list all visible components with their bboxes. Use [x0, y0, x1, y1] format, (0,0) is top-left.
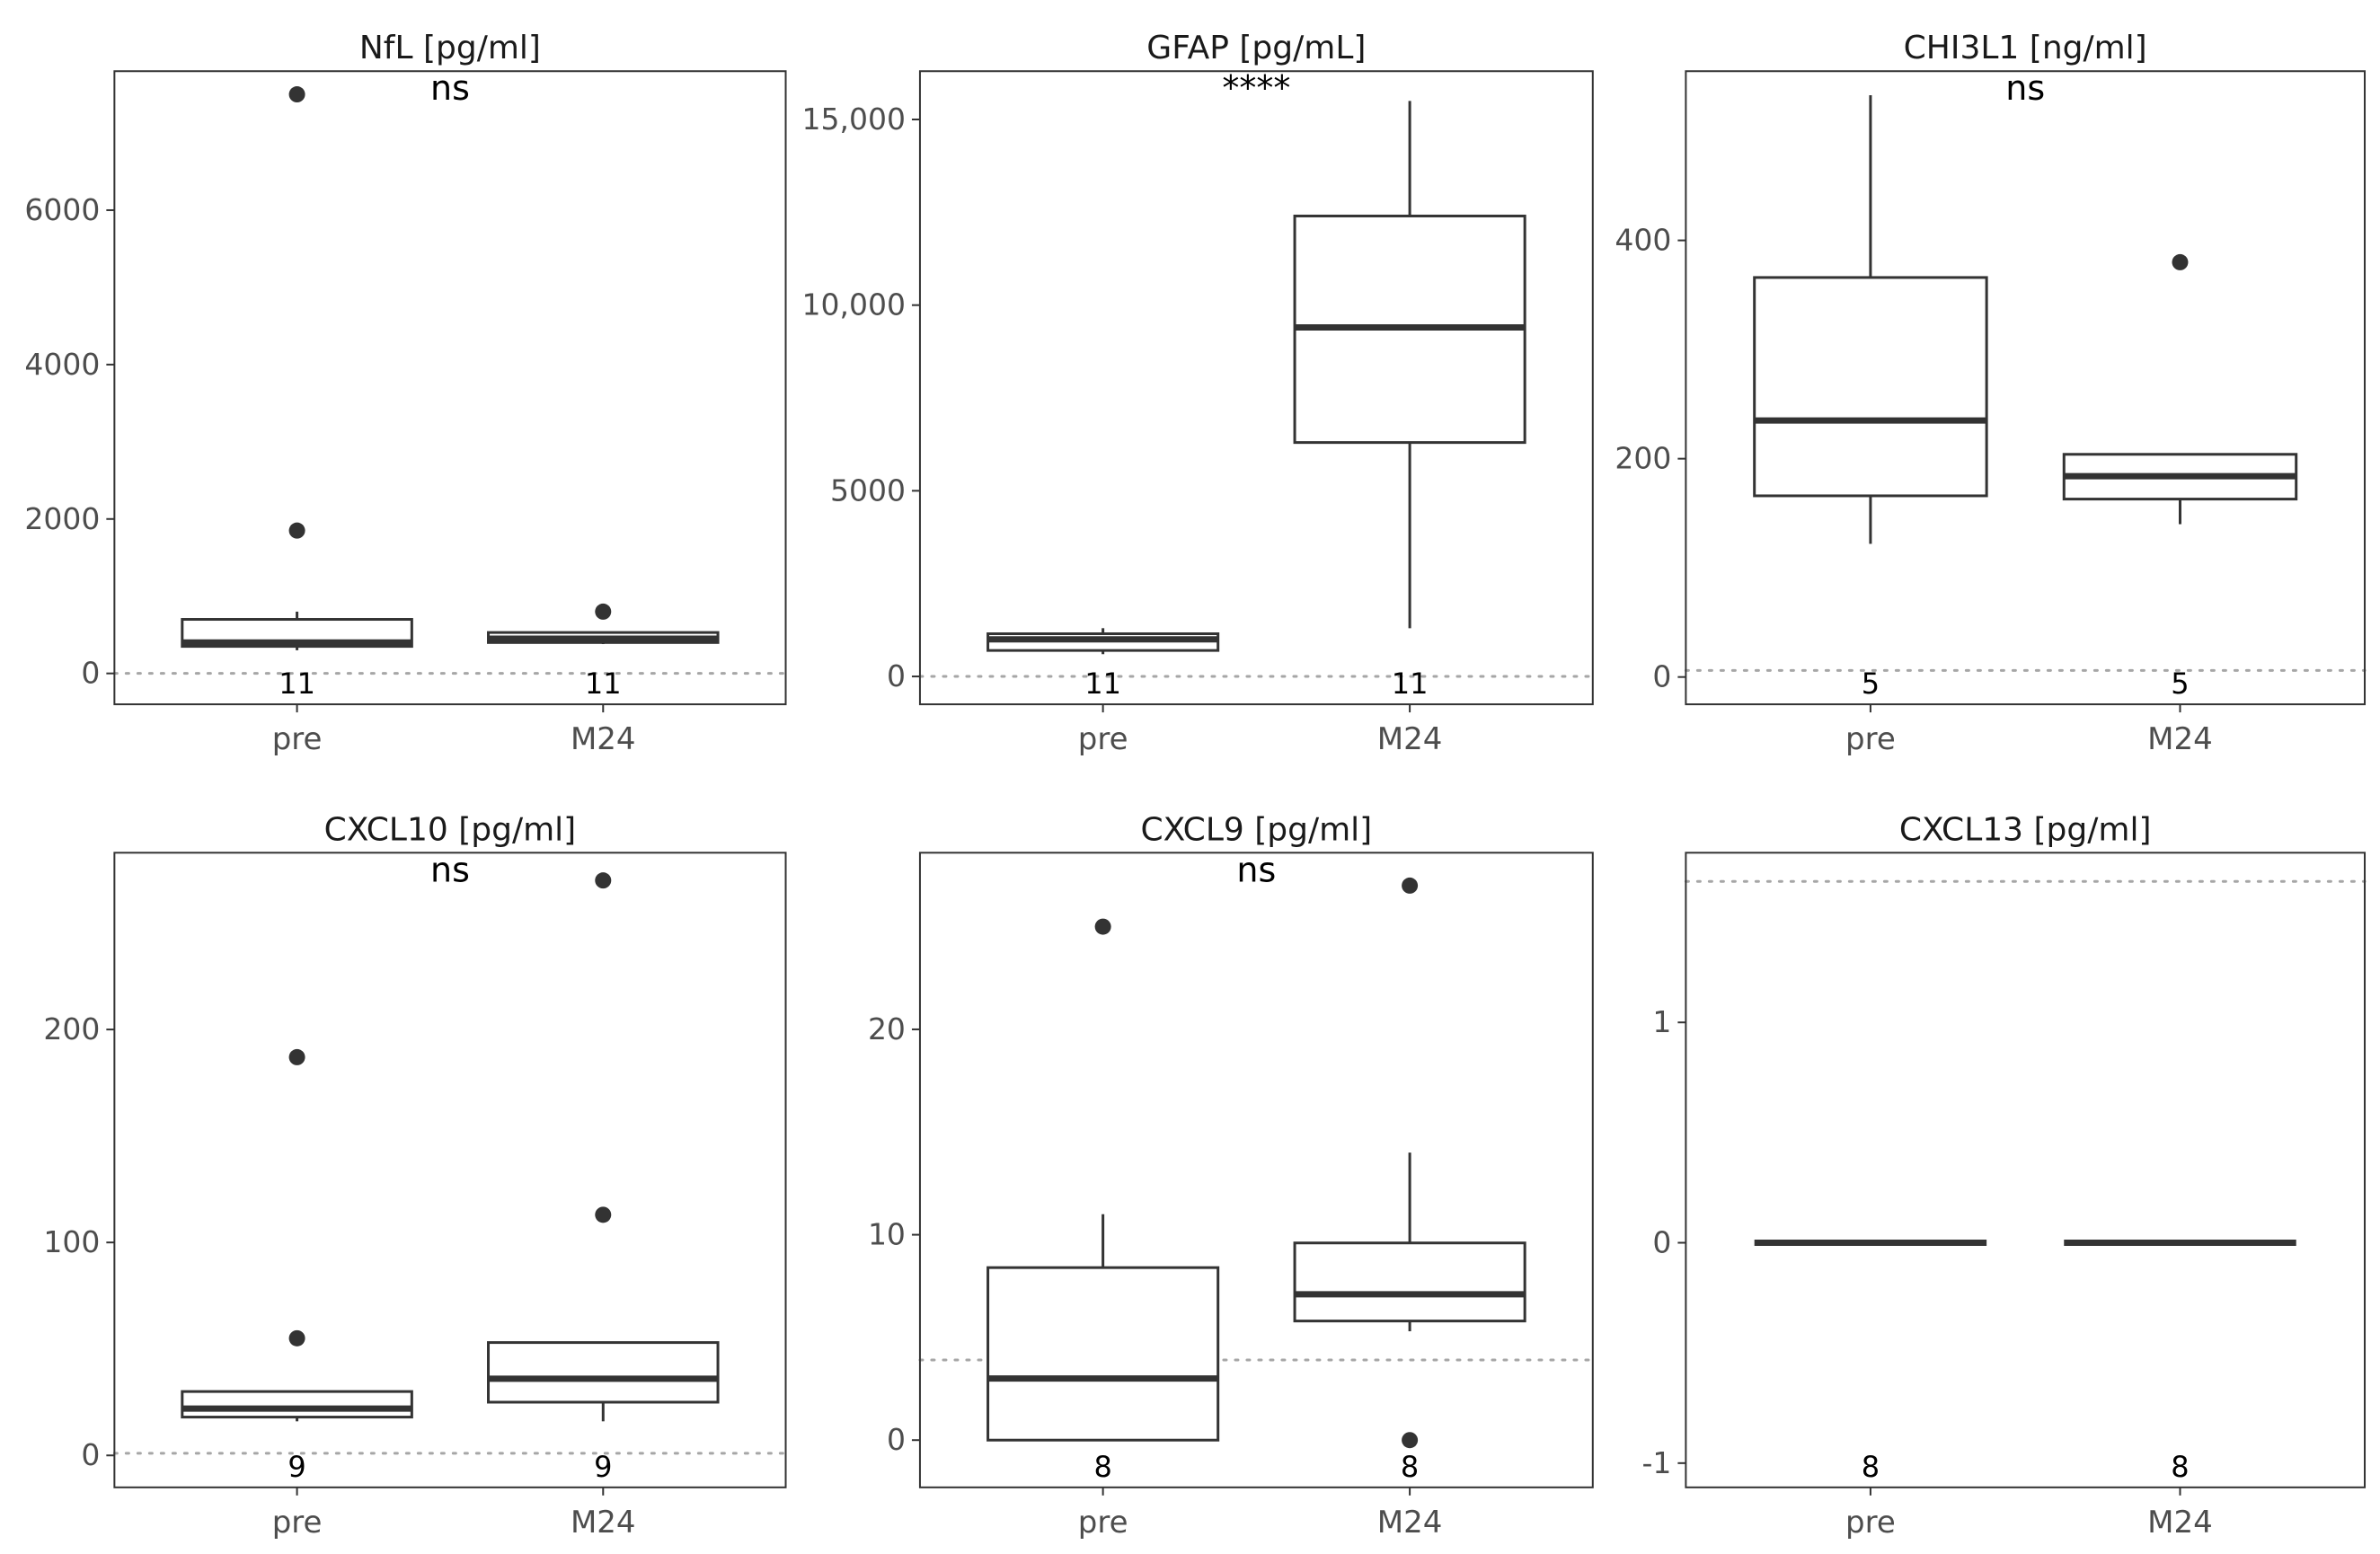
y-tick-label: 20 [868, 1011, 906, 1046]
outlier-point [288, 1329, 305, 1347]
x-tick-label: M24 [571, 721, 636, 757]
y-tick-label: 4000 [24, 347, 100, 382]
outlier-point [1402, 1432, 1419, 1449]
y-tick-label: 200 [1615, 441, 1671, 476]
y-tick-label: 0 [887, 658, 906, 693]
n-label: 11 [1084, 667, 1121, 701]
panel-2: GFAP [pg/mL] 0 5000 10,000 15,000 **** 11 11 pre… [801, 30, 1595, 757]
x-tick-label: pre [272, 721, 323, 757]
box-iqr [487, 1341, 720, 1404]
box-iqr [181, 1390, 413, 1419]
y-tick-label: 6000 [24, 192, 100, 227]
box-pre [181, 86, 413, 650]
n-label: 8 [1093, 1450, 1111, 1484]
x-tick-label: pre [1845, 1505, 1896, 1541]
panel-title: CHI3L1 [ng/ml] [1904, 30, 2147, 66]
y-tick-label: 0 [887, 1422, 906, 1457]
x-tick-label: pre [1078, 721, 1128, 757]
outlier-point [1094, 918, 1111, 935]
n-label: 11 [279, 667, 315, 701]
box-pre [1753, 94, 1988, 544]
outlier-point [1402, 877, 1419, 894]
y-tick-label: 0 [81, 656, 100, 691]
box-pre [987, 628, 1220, 655]
n-label: 5 [1862, 667, 1880, 701]
panel-3: CHI3L1 [ng/ml] 0 200 400 ns 5 5 pre M24 [1615, 30, 2367, 757]
box-M24 [1293, 101, 1526, 629]
panel-title: NfL [pg/ml] [359, 30, 541, 66]
x-tick-label: M24 [2147, 721, 2213, 757]
panel-border [918, 852, 1594, 1488]
outlier-point [595, 603, 612, 620]
n-label: 8 [1862, 1450, 1880, 1484]
box-M24 [2062, 253, 2298, 525]
box-pre [987, 918, 1220, 1442]
box-pre [181, 1048, 413, 1422]
y-tick-label: 10,000 [801, 287, 905, 322]
significance-label: **** [1222, 68, 1290, 108]
x-tick-label: pre [272, 1505, 323, 1541]
x-tick-label: M24 [2147, 1505, 2213, 1541]
y-tick-label: 1 [1652, 1004, 1671, 1039]
panel-title: CXCL13 [pg/ml] [1899, 811, 2152, 848]
box-iqr [1293, 1241, 1526, 1323]
n-label: 11 [1392, 667, 1429, 701]
outlier-point [595, 1206, 612, 1223]
panel-border [1685, 852, 2367, 1488]
y-tick-label: 200 [43, 1011, 100, 1046]
box-iqr [1753, 276, 1988, 498]
panel-4: CXCL10 [pg/ml] 0 100 200 ns 9 9 pre M24 [43, 811, 788, 1541]
y-tick-label: 0 [1652, 1225, 1671, 1260]
y-tick-label: 5000 [830, 472, 906, 508]
significance-label: ns [430, 68, 470, 108]
x-tick-label: pre [1078, 1505, 1128, 1541]
box-iqr [987, 1266, 1220, 1442]
n-label: 5 [2171, 667, 2189, 701]
y-tick-label: -1 [1641, 1445, 1671, 1480]
panel-border [1685, 70, 2367, 706]
panel-border [918, 70, 1594, 706]
y-tick-label: 100 [43, 1224, 100, 1259]
outlier-point [2172, 253, 2189, 270]
box-M24 [487, 603, 720, 645]
box-M24 [1293, 877, 1526, 1449]
panel-title: GFAP [pg/mL] [1146, 30, 1366, 66]
outlier-point [595, 872, 612, 889]
outlier-point [288, 522, 305, 539]
n-label: 11 [585, 667, 622, 701]
y-tick-label: 15,000 [801, 102, 905, 137]
box-M24 [487, 872, 720, 1422]
significance-label: ns [2005, 68, 2045, 108]
y-tick-label: 0 [81, 1437, 100, 1472]
panel-title: CXCL10 [pg/ml] [324, 811, 577, 848]
x-tick-label: M24 [571, 1505, 636, 1541]
n-label: 9 [288, 1450, 305, 1484]
panel-title: CXCL9 [pg/ml] [1141, 811, 1373, 848]
y-tick-label: 10 [868, 1217, 906, 1252]
n-label: 9 [594, 1450, 612, 1484]
outlier-point [288, 1048, 305, 1065]
panel-6: CXCL13 [pg/ml] -1 0 1 8 8 pre M24 [1641, 811, 2367, 1541]
significance-label: ns [1236, 850, 1276, 889]
n-label: 8 [2171, 1450, 2189, 1484]
panel-border [113, 70, 787, 706]
y-tick-label: 2000 [24, 501, 100, 536]
x-tick-label: M24 [1377, 1505, 1443, 1541]
significance-label: ns [430, 850, 470, 889]
y-tick-label: 0 [1652, 659, 1671, 694]
panel-1: NfL [pg/ml] 0 2000 4000 6000 ns 11 11 pre M24 [24, 30, 788, 757]
x-tick-label: M24 [1377, 721, 1443, 757]
panel-border [113, 852, 787, 1488]
outlier-point [288, 86, 305, 103]
x-tick-label: pre [1845, 721, 1896, 757]
n-label: 8 [1401, 1450, 1419, 1484]
y-tick-label: 400 [1615, 223, 1671, 258]
panel-5: CXCL9 [pg/ml] 0 10 20 ns 8 8 pre M24 [868, 811, 1595, 1541]
